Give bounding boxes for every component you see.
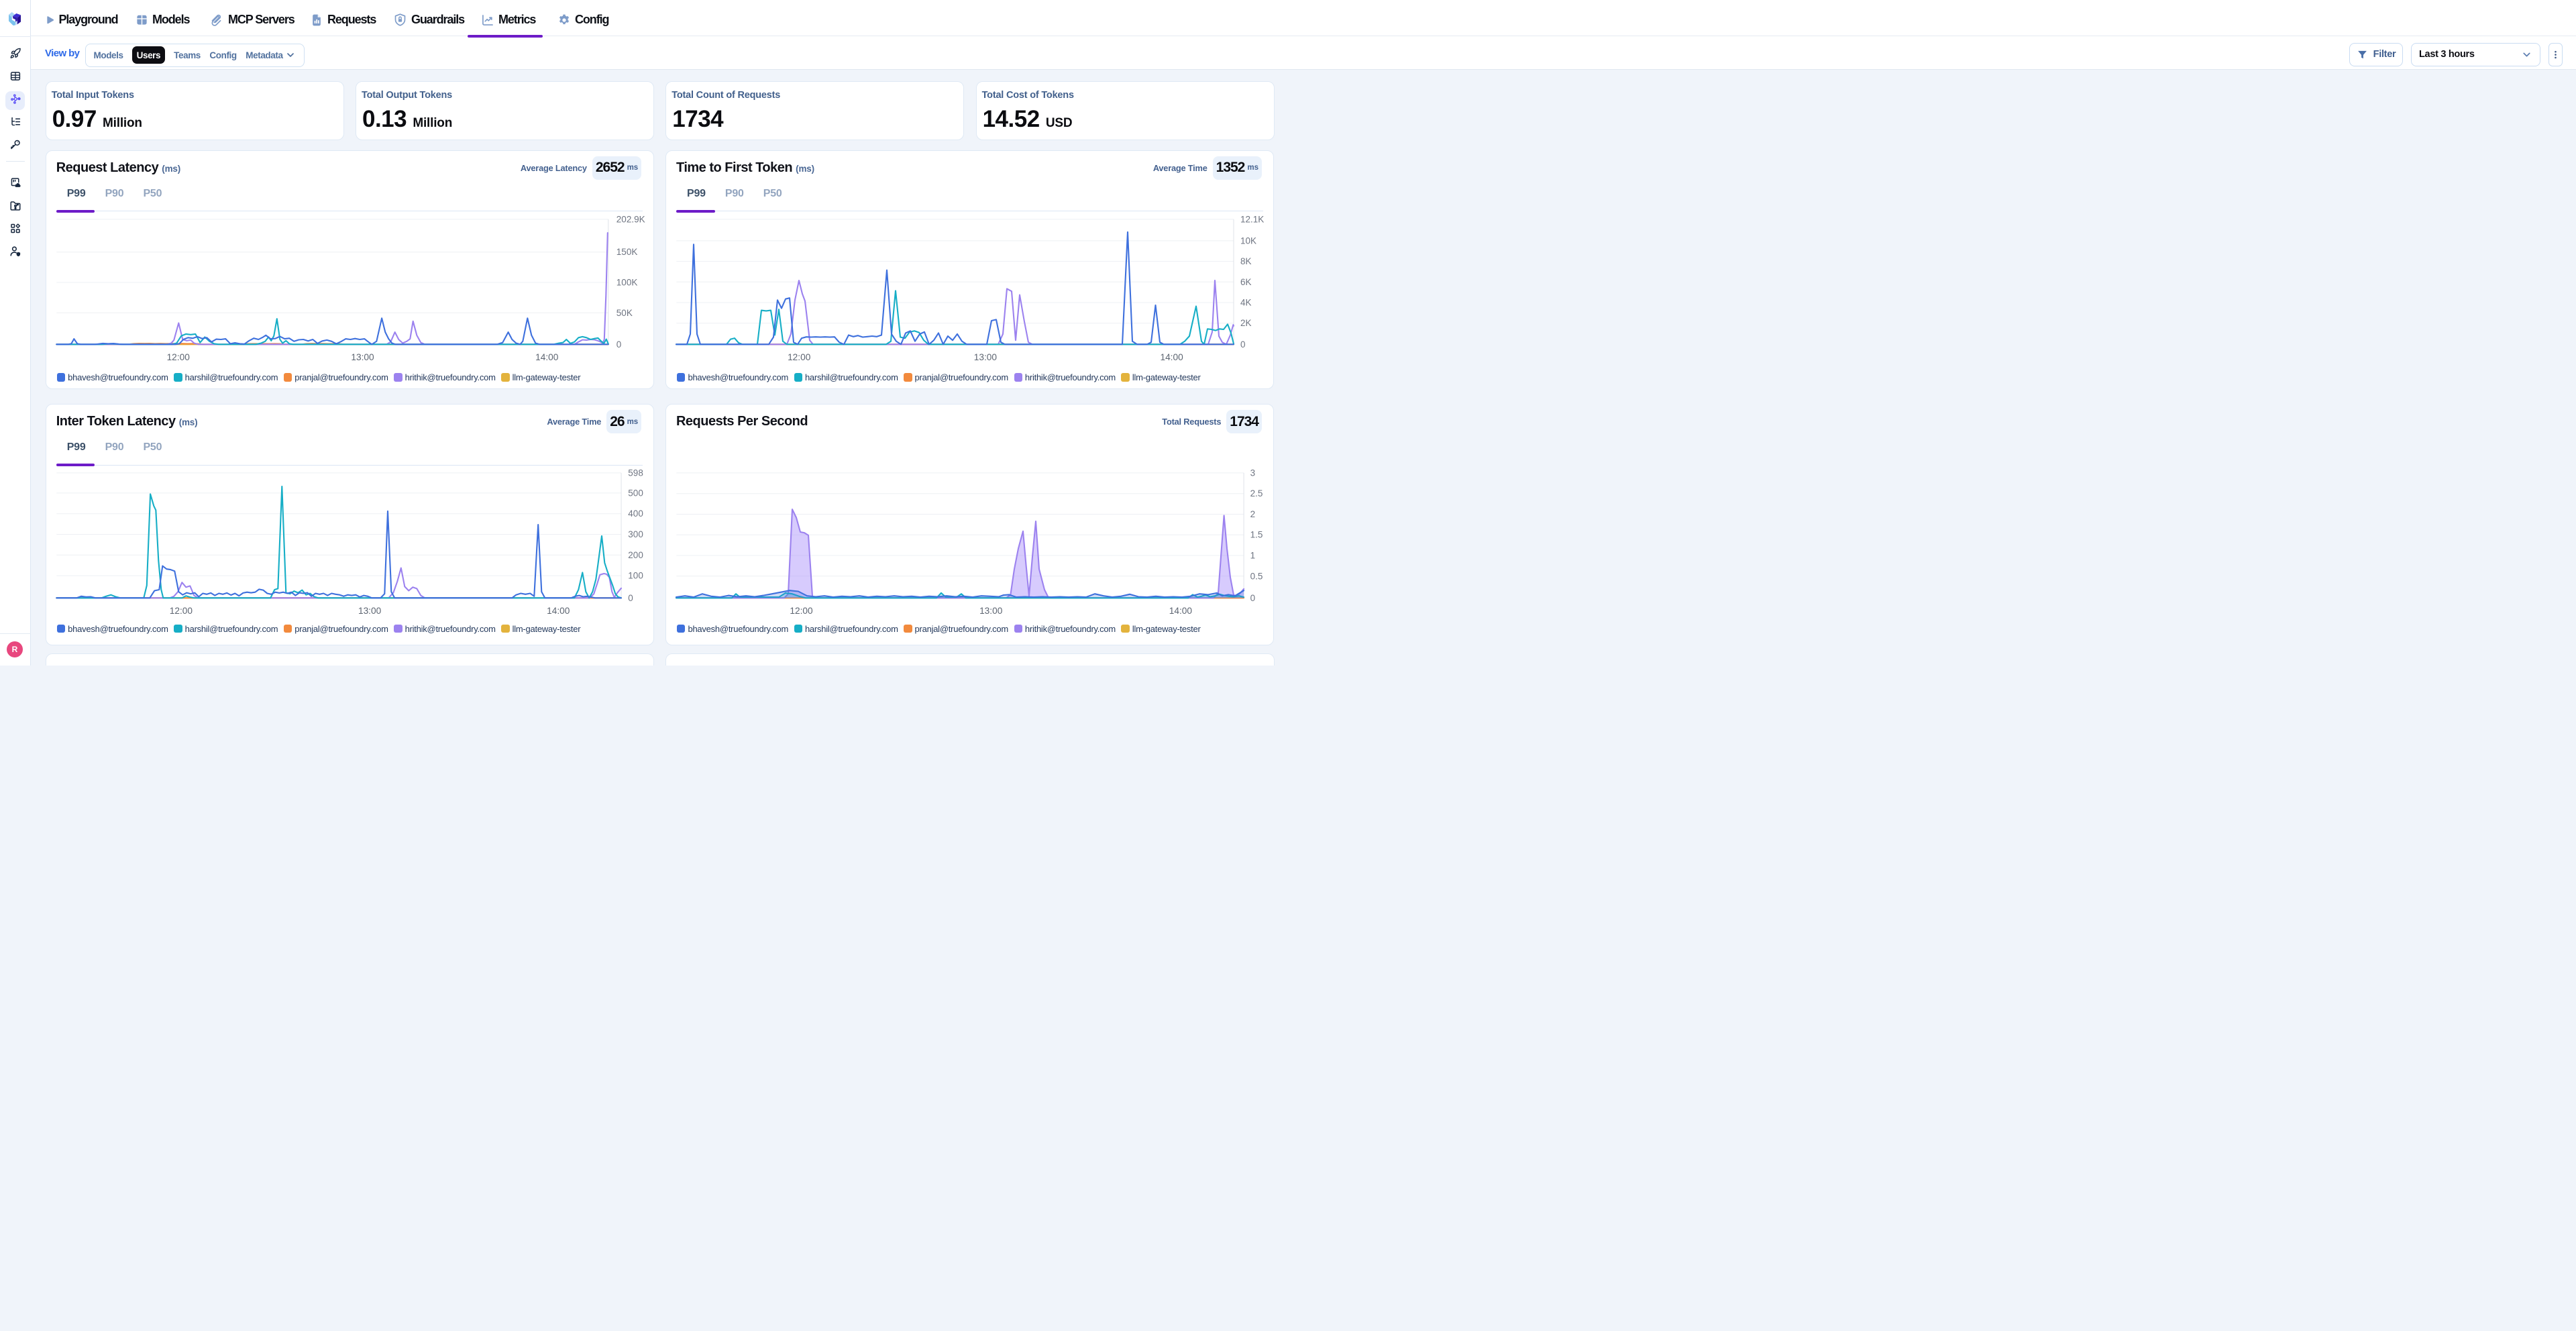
svg-text:12:00: 12:00 [790,606,813,616]
svg-text:598: 598 [628,468,643,478]
svg-text:12.1K: 12.1K [1240,214,1264,224]
svg-text:14:00: 14:00 [535,352,559,362]
svg-text:4K: 4K [1240,297,1252,307]
svg-text:0.5: 0.5 [1250,571,1263,581]
svg-text:12:00: 12:00 [169,606,193,616]
svg-text:0: 0 [1250,593,1256,603]
svg-text:14:00: 14:00 [547,606,570,616]
svg-text:2: 2 [1250,509,1256,519]
svg-text:202.9K: 202.9K [616,214,645,224]
svg-text:200: 200 [628,550,643,560]
svg-text:0: 0 [616,339,621,349]
svg-text:12:00: 12:00 [788,352,811,362]
svg-text:150K: 150K [616,247,637,257]
svg-text:12:00: 12:00 [166,352,190,362]
svg-text:10K: 10K [1240,235,1256,246]
svg-text:1.5: 1.5 [1250,529,1263,539]
svg-text:2K: 2K [1240,318,1252,328]
svg-text:13:00: 13:00 [351,352,374,362]
svg-text:500: 500 [628,488,643,498]
svg-text:13:00: 13:00 [979,606,1003,616]
svg-text:2.5: 2.5 [1250,488,1263,498]
svg-text:3: 3 [1250,468,1256,478]
svg-text:6K: 6K [1240,276,1252,286]
svg-text:1: 1 [1250,550,1256,560]
svg-text:50K: 50K [616,307,632,317]
svg-text:0: 0 [1240,339,1246,349]
svg-text:8K: 8K [1240,256,1252,266]
svg-text:100K: 100K [616,277,637,287]
svg-text:0: 0 [628,593,633,603]
svg-text:13:00: 13:00 [358,606,382,616]
svg-text:13:00: 13:00 [974,352,998,362]
svg-text:100: 100 [628,570,643,580]
svg-text:14:00: 14:00 [1169,606,1193,616]
svg-text:400: 400 [628,509,643,519]
svg-text:300: 300 [628,529,643,539]
svg-text:14:00: 14:00 [1160,352,1183,362]
